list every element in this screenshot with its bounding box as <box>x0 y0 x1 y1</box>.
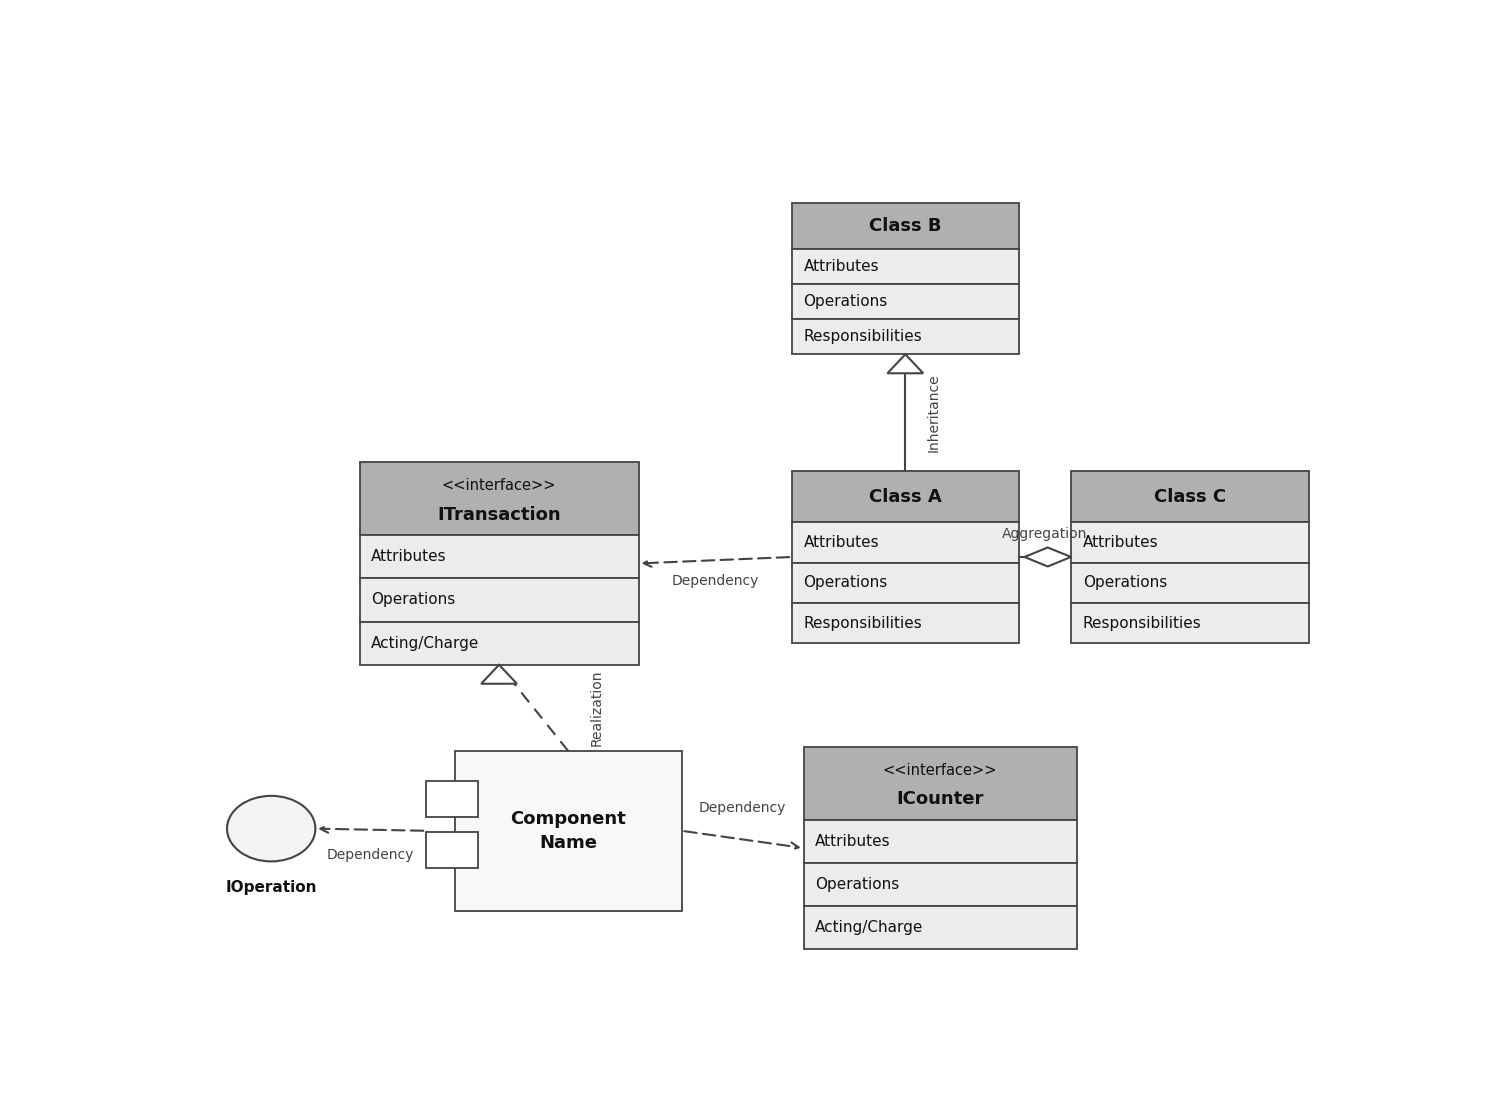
Bar <box>792 283 1018 319</box>
Text: Class B: Class B <box>868 217 942 235</box>
Text: Acting/Charge: Acting/Charge <box>370 636 480 651</box>
Polygon shape <box>482 665 518 683</box>
Bar <box>792 249 1018 283</box>
Text: Class C: Class C <box>1154 487 1226 505</box>
Text: Operations: Operations <box>804 293 888 309</box>
Bar <box>804 820 1077 862</box>
Polygon shape <box>888 354 922 373</box>
Text: Class A: Class A <box>868 487 942 505</box>
Bar <box>792 562 1018 603</box>
Text: Inheritance: Inheritance <box>927 373 940 451</box>
Text: Aggregation: Aggregation <box>1002 528 1088 541</box>
Text: Responsibilities: Responsibilities <box>1083 616 1202 631</box>
Text: Component
Name: Component Name <box>510 810 626 851</box>
Bar <box>792 522 1018 562</box>
Bar <box>804 747 1077 820</box>
Polygon shape <box>1024 548 1071 567</box>
Bar <box>360 578 639 622</box>
Bar <box>360 463 639 535</box>
Text: Attributes: Attributes <box>370 549 447 564</box>
Bar <box>1071 470 1310 522</box>
Text: Attributes: Attributes <box>816 833 891 849</box>
Bar <box>792 603 1018 643</box>
Bar <box>426 781 478 816</box>
Text: Dependency: Dependency <box>699 801 786 815</box>
Text: ITransaction: ITransaction <box>436 505 561 524</box>
Text: Operations: Operations <box>370 592 456 607</box>
Text: Operations: Operations <box>1083 576 1167 590</box>
Text: ICounter: ICounter <box>897 791 984 809</box>
Text: Dependency: Dependency <box>327 848 414 861</box>
Bar <box>454 752 681 911</box>
Text: Realization: Realization <box>590 670 603 746</box>
Text: Operations: Operations <box>816 877 900 892</box>
Bar <box>792 204 1018 249</box>
Text: Acting/Charge: Acting/Charge <box>816 921 924 935</box>
Bar <box>792 319 1018 354</box>
Text: <<interface>>: <<interface>> <box>442 478 556 493</box>
Text: Attributes: Attributes <box>804 259 879 273</box>
Bar <box>426 832 478 868</box>
Text: Responsibilities: Responsibilities <box>804 329 922 344</box>
Text: Attributes: Attributes <box>804 535 879 550</box>
Bar <box>360 535 639 578</box>
Bar <box>1071 562 1310 603</box>
Text: Responsibilities: Responsibilities <box>804 616 922 631</box>
Text: Dependency: Dependency <box>672 575 759 588</box>
Circle shape <box>226 796 315 861</box>
Bar <box>1071 522 1310 562</box>
Text: Operations: Operations <box>804 576 888 590</box>
Bar <box>360 622 639 665</box>
Bar <box>804 906 1077 950</box>
Text: <<interface>>: <<interface>> <box>884 763 998 777</box>
Bar <box>1071 603 1310 643</box>
Bar <box>804 862 1077 906</box>
Bar <box>792 470 1018 522</box>
Text: Attributes: Attributes <box>1083 535 1158 550</box>
Text: IOperation: IOperation <box>225 880 316 895</box>
